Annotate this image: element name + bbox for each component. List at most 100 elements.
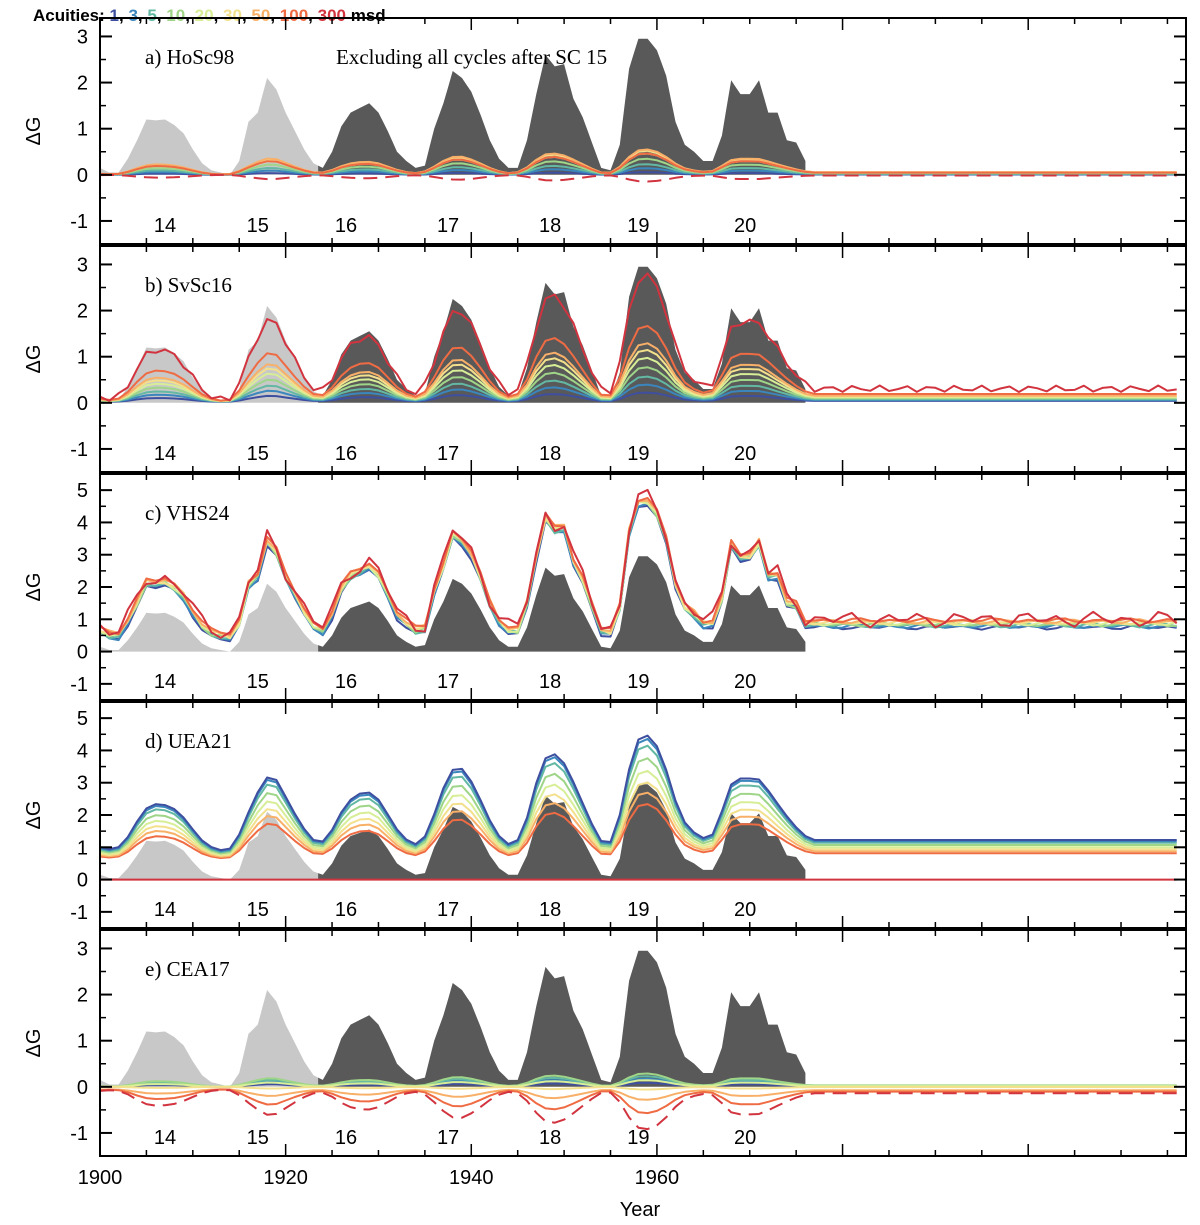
cycle-label: 15: [247, 671, 269, 693]
y-axis-label: ΔG: [23, 1029, 45, 1058]
legend-separator: ,: [214, 6, 223, 25]
y-tick-label: 2: [77, 985, 88, 1007]
series-line-300: [100, 272, 1177, 402]
legend-text: Acuities: 1, 3, 5, 10, 20, 30, 50, 100, …: [33, 6, 386, 25]
reference-area-dark: [318, 266, 806, 403]
plot-area: [100, 734, 1177, 881]
legend-acuity-1: 1: [110, 6, 119, 25]
y-tick-label: 2: [77, 73, 88, 95]
cycle-label: 16: [335, 443, 357, 465]
series-line-100: [100, 152, 1177, 176]
legend-separator: ,: [308, 6, 317, 25]
x-tick-label: 1940: [449, 1167, 494, 1189]
cycle-label: 20: [734, 215, 756, 237]
legend-acuity-10: 10: [166, 6, 185, 25]
y-tick-label: 0: [77, 642, 88, 664]
series-line-100: [100, 803, 1177, 859]
reference-area-dark: [318, 556, 806, 652]
panel-e: -1 0 1 2 3 ΔG e) CEA17 14 15 16 17 18 19 20: [23, 929, 1187, 1157]
cycle-label: 14: [154, 671, 176, 693]
series-line-50: [100, 791, 1177, 858]
y-tick-label: -1: [70, 1123, 88, 1145]
series-line-30: [100, 1085, 1177, 1091]
panel-title: b) SvSc16: [145, 273, 232, 297]
cycle-label: 16: [335, 671, 357, 693]
y-axis-label: ΔG: [23, 117, 45, 146]
y-tick-label: 1: [77, 119, 88, 141]
cycle-label: 15: [247, 215, 269, 237]
reference-area-dark: [318, 38, 806, 175]
legend-acuity-100: 100: [280, 6, 308, 25]
series-line-100: [100, 1088, 1177, 1115]
x-tick-label: 1960: [635, 1167, 680, 1189]
legend-suffix: msd: [346, 6, 386, 25]
series-line-50: [100, 1088, 1177, 1101]
y-tick-label: 1: [77, 609, 88, 631]
legend-acuity-30: 30: [223, 6, 242, 25]
series-line-300: [100, 173, 1177, 183]
cycle-label: 17: [437, 671, 459, 693]
reference-area-dark: [318, 950, 806, 1087]
panel-frame: [99, 17, 1187, 245]
panel-frame: [99, 929, 1187, 1157]
panel-note: Excluding all cycles after SC 15: [336, 45, 607, 69]
series-line-300: [100, 488, 1178, 639]
cycle-label: 20: [734, 899, 756, 921]
y-axis-label: ΔG: [23, 801, 45, 830]
series-line-30: [100, 781, 1177, 857]
series-line-10: [100, 757, 1177, 855]
panel-title: d) UEA21: [145, 729, 232, 753]
cycle-label: 16: [335, 899, 357, 921]
panel-frame: [99, 245, 1187, 473]
cycle-label: 18: [539, 899, 561, 921]
y-tick-label: 4: [77, 740, 88, 762]
cycle-label: 17: [437, 443, 459, 465]
plot-area: [100, 950, 1177, 1131]
cycle-label: 18: [539, 1127, 561, 1149]
series-line-20: [100, 769, 1177, 856]
y-tick-label: 1: [77, 837, 88, 859]
cycle-label: 17: [437, 899, 459, 921]
x-axis: 1900 1920 1940 1960: [78, 1167, 679, 1189]
cycle-label: 19: [627, 899, 649, 921]
cycle-label: 15: [247, 1127, 269, 1149]
y-tick-label: -1: [70, 902, 88, 924]
legend-separator: ,: [242, 6, 251, 25]
y-tick-label: -1: [70, 211, 88, 233]
panel-title: a) HoSc98: [145, 45, 234, 69]
cycle-label: 14: [154, 899, 176, 921]
legend-acuity-5: 5: [147, 6, 156, 25]
plot-area: [100, 266, 1177, 403]
reference-area-light: [100, 306, 319, 403]
reference-area-dark: [318, 784, 806, 880]
cycle-label: 19: [627, 443, 649, 465]
y-tick-label: 0: [77, 393, 88, 415]
y-tick-label: 3: [77, 254, 88, 276]
cycle-label: 15: [247, 899, 269, 921]
reference-area-light: [100, 78, 319, 175]
panel-d: -1 0 1 2 3 4 5 ΔG d) UEA21 14 15 16 17 18 19 20: [23, 701, 1187, 929]
legend-separator: ,: [185, 6, 194, 25]
y-tick-label: 3: [77, 938, 88, 960]
cycle-label: 20: [734, 1127, 756, 1149]
cycle-label: 14: [154, 1127, 176, 1149]
cycle-label: 14: [154, 443, 176, 465]
panel-a: -1 0 1 2 3 ΔG a) HoSc98 Excluding all cycles af…: [23, 17, 1187, 245]
x-axis-label: Year: [620, 1199, 661, 1221]
plot-area: [100, 488, 1178, 652]
cycle-label: 19: [627, 671, 649, 693]
y-tick-label: 2: [77, 805, 88, 827]
panel-title: c) VHS24: [145, 501, 230, 525]
x-tick-label: 1920: [263, 1167, 308, 1189]
panels: -1 0 1 2 3 ΔG a) HoSc98 Excluding all cycles af…: [23, 17, 1187, 1157]
panel-c: -1 0 1 2 3 4 5 ΔG c) VHS24 14 15 16 17 18 19 20: [23, 473, 1187, 701]
reference-area-light: [100, 583, 319, 652]
y-tick-label: -1: [70, 439, 88, 461]
y-tick-label: 3: [77, 26, 88, 48]
series-line-1: [100, 734, 1177, 852]
legend-acuity-50: 50: [251, 6, 270, 25]
y-tick-label: 0: [77, 165, 88, 187]
y-tick-label: 1: [77, 1031, 88, 1053]
legend-separator: ,: [138, 6, 147, 25]
cycle-label: 15: [247, 443, 269, 465]
